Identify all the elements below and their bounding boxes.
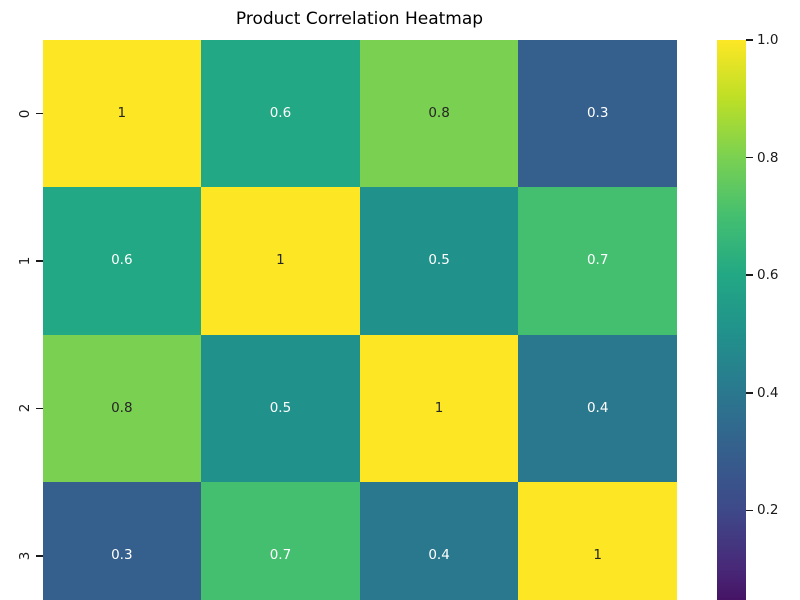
cell-annotation: 0.4 [586,399,609,416]
colorbar-tick-label-0.2: 0.2 [757,502,779,519]
cell-annotation: 0.3 [111,547,133,564]
y-tick-mark [36,555,43,557]
colorbar-tick-mark [746,509,753,512]
heatmap-cell-r0c1: 0.6 [201,40,360,188]
colorbar-tick-label-0.6: 0.6 [757,267,779,284]
colorbar-tick-mark [746,392,753,394]
heatmap-cell-r3c2: 0.4 [359,482,519,600]
heatmap-cell-r1c1: 1 [201,187,360,335]
y-tick-label-0: 0 [17,109,33,118]
cell-annotation: 1 [593,547,602,564]
y-tick-label-2: 2 [17,404,33,413]
heatmap-cell-r2c1: 0.5 [201,334,360,483]
heatmap-cell-r1c3: 0.7 [518,187,677,335]
heatmap-cell-r3c0: 0.3 [42,482,202,600]
y-tick-label-1: 1 [17,256,33,266]
heatmap-grid: 1 0.6 0.8 0.3 0.6 1 0.5 0.7 0.8 0.5 1 0.4 0.3 0.7 0.4 1 [42,40,677,600]
cell-annotation: 0.8 [428,104,450,121]
heatmap-cell-r2c2: 1 [359,334,519,483]
heatmap-cell-r3c1: 0.7 [201,482,360,600]
cell-annotation: 0.6 [269,104,292,121]
colorbar-tick-label-0.4: 0.4 [757,384,779,401]
colorbar [717,40,746,600]
cell-annotation: 0.6 [111,252,133,269]
cell-annotation: 0.5 [428,252,450,269]
cell-annotation: 1 [117,104,127,121]
colorbar-tick-mark [746,274,753,276]
colorbar-tick-mark [746,39,753,41]
y-tick-mark [36,407,43,410]
cell-annotation: 0.8 [111,399,133,416]
chart-title: Product Correlation Heatmap [235,9,484,29]
heatmap-cell-r2c3: 0.4 [518,334,677,483]
heatmap-cell-r1c0: 0.6 [42,187,202,335]
heatmap-cell-r2c0: 0.8 [42,334,202,483]
heatmap-cell-r0c2: 0.8 [359,40,519,188]
y-tick-mark [36,260,43,262]
heatmap-cell-r1c2: 0.5 [359,187,519,335]
heatmap-cell-r0c3: 0.3 [518,40,677,188]
cell-annotation: 1 [434,399,444,416]
colorbar-tick-mark [746,156,753,159]
cell-annotation: 0.7 [586,252,609,269]
cell-annotation: 0.3 [586,104,609,121]
cell-annotation: 1 [276,252,285,269]
heatmap-cell-r0c0: 1 [42,40,202,188]
colorbar-tick-label-0.8: 0.8 [757,149,779,166]
colorbar-tick-label-1.0: 1.0 [757,32,779,48]
y-tick-label-3: 3 [17,551,33,561]
cell-annotation: 0.4 [428,547,450,564]
cell-annotation: 0.5 [269,399,292,416]
y-tick-mark [36,112,43,115]
cell-annotation: 0.7 [269,547,292,564]
heatmap-cell-r3c3: 1 [518,482,677,600]
